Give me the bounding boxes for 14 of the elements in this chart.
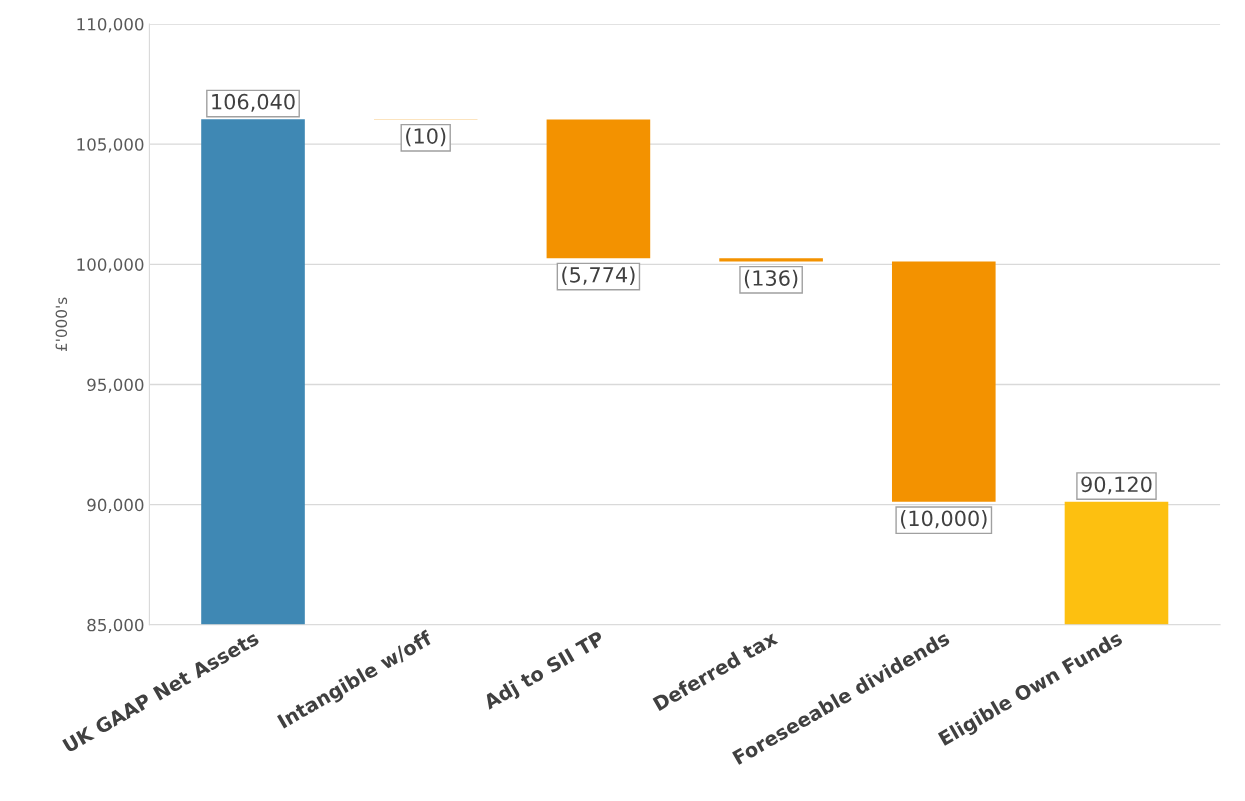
data-label: 106,040 xyxy=(212,93,295,112)
data-label: (10,000) xyxy=(901,510,987,529)
y-tick-label: 105,000 xyxy=(77,138,144,153)
y-axis-title: £'000's xyxy=(55,297,68,352)
y-tick-label: 110,000 xyxy=(77,17,144,33)
y-tick-label: 90,000 xyxy=(87,498,144,513)
y-tick-label: 100,000 xyxy=(77,258,144,273)
y-tick-label: 95,000 xyxy=(87,378,144,393)
y-tick-label: 85,000 xyxy=(87,618,144,634)
x-tick-label: Adj to SII TP xyxy=(481,630,608,714)
data-label: (5,774) xyxy=(562,266,635,286)
data-label: 90,120 xyxy=(1081,476,1152,495)
data-label: (136) xyxy=(744,269,798,289)
data-label: (10) xyxy=(406,127,446,147)
